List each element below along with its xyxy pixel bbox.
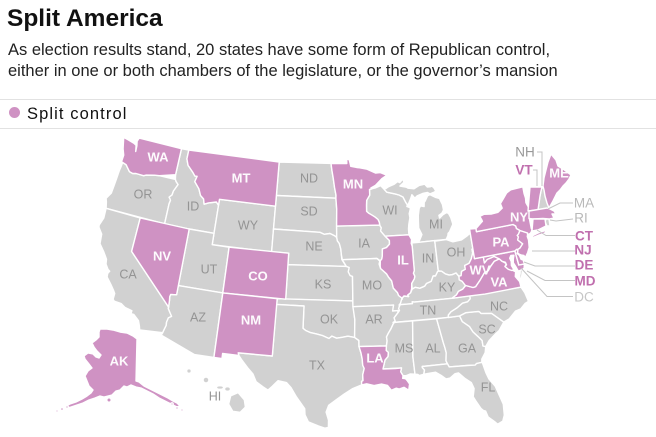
svg-text:WV: WV — [470, 263, 491, 278]
svg-text:MO: MO — [362, 279, 382, 293]
svg-text:WA: WA — [148, 150, 170, 165]
svg-text:IA: IA — [358, 237, 370, 251]
svg-text:NM: NM — [241, 313, 261, 328]
svg-text:CT: CT — [575, 229, 594, 244]
svg-text:GA: GA — [458, 342, 477, 356]
svg-text:AZ: AZ — [190, 311, 206, 325]
svg-text:OH: OH — [447, 246, 466, 260]
svg-text:NE: NE — [305, 240, 322, 254]
svg-text:WI: WI — [382, 204, 397, 218]
svg-text:NH: NH — [515, 145, 535, 160]
svg-text:TX: TX — [309, 359, 326, 373]
svg-text:IL: IL — [397, 253, 409, 268]
svg-text:RI: RI — [574, 211, 588, 226]
svg-text:AR: AR — [365, 313, 382, 327]
svg-text:ME: ME — [549, 166, 569, 181]
svg-text:CA: CA — [119, 268, 137, 282]
svg-text:LA: LA — [366, 351, 384, 366]
svg-text:KY: KY — [439, 281, 456, 295]
svg-text:MT: MT — [232, 171, 251, 186]
svg-text:MA: MA — [574, 196, 594, 211]
svg-text:ND: ND — [300, 172, 318, 186]
svg-text:NY: NY — [510, 210, 528, 225]
svg-text:HI: HI — [209, 390, 222, 404]
svg-text:AK: AK — [110, 354, 129, 369]
svg-text:MS: MS — [395, 342, 414, 356]
svg-text:DC: DC — [574, 290, 594, 305]
svg-text:NC: NC — [490, 300, 508, 314]
svg-text:TN: TN — [420, 304, 437, 318]
svg-text:DE: DE — [575, 258, 594, 273]
svg-text:ID: ID — [187, 200, 200, 214]
svg-text:NV: NV — [153, 249, 171, 264]
svg-text:SD: SD — [300, 205, 317, 219]
svg-text:VT: VT — [515, 163, 533, 178]
svg-text:MN: MN — [343, 177, 363, 192]
svg-text:MI: MI — [429, 218, 443, 232]
svg-text:CO: CO — [248, 269, 268, 284]
svg-text:SC: SC — [478, 323, 495, 337]
svg-text:MD: MD — [575, 274, 596, 289]
svg-text:VA: VA — [490, 275, 508, 290]
svg-text:OK: OK — [320, 313, 339, 327]
svg-text:NJ: NJ — [574, 243, 591, 258]
svg-text:OR: OR — [134, 188, 153, 202]
svg-text:KS: KS — [315, 278, 332, 292]
svg-text:PA: PA — [492, 235, 510, 250]
svg-text:FL: FL — [481, 381, 496, 395]
svg-text:WY: WY — [238, 219, 259, 233]
svg-text:IN: IN — [422, 252, 435, 266]
svg-text:UT: UT — [201, 263, 218, 277]
svg-text:AL: AL — [425, 342, 440, 356]
